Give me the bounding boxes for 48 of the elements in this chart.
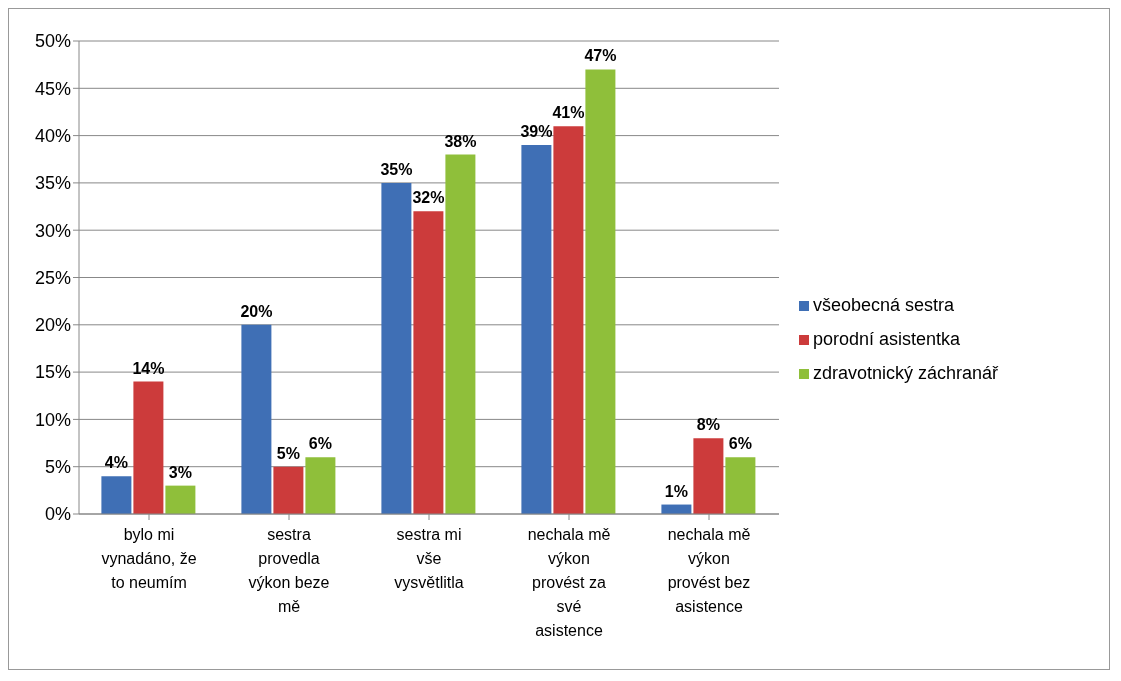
y-tick-label: 0% bbox=[44, 504, 71, 525]
data-label: 41% bbox=[552, 104, 585, 122]
data-label: 47% bbox=[584, 47, 617, 65]
data-label: 39% bbox=[520, 123, 553, 141]
bar bbox=[305, 457, 336, 514]
y-tick-label: 45% bbox=[34, 78, 71, 99]
data-label: 8% bbox=[696, 416, 720, 434]
bar bbox=[133, 381, 164, 514]
data-label: 5% bbox=[276, 444, 300, 462]
data-label: 32% bbox=[412, 189, 445, 207]
bar bbox=[553, 126, 584, 514]
legend-label: zdravotnický záchranář bbox=[813, 363, 999, 383]
legend-label: všeobecná sestra bbox=[813, 295, 955, 315]
data-label: 14% bbox=[132, 359, 165, 377]
bar bbox=[381, 182, 412, 514]
y-tick-label: 35% bbox=[34, 173, 71, 194]
x-tick-label: nechala mě výkon provést za své asistence bbox=[527, 526, 611, 639]
bar bbox=[165, 485, 196, 514]
data-label: 6% bbox=[728, 435, 752, 453]
legend-label: porodní asistentka bbox=[813, 329, 961, 349]
data-label: 38% bbox=[444, 132, 477, 150]
bar bbox=[585, 69, 616, 514]
y-tick-label: 20% bbox=[34, 315, 71, 336]
bar bbox=[521, 145, 552, 514]
x-tick-label: sestra provedla výkon beze mě bbox=[248, 526, 330, 615]
data-label: 3% bbox=[168, 463, 192, 481]
x-tick-label: bylo mi vynadáno, že to neumím bbox=[101, 526, 197, 591]
bar bbox=[241, 324, 272, 514]
bar bbox=[693, 438, 724, 514]
data-label: 20% bbox=[240, 302, 273, 320]
data-label: 6% bbox=[308, 435, 332, 453]
data-label: 35% bbox=[380, 160, 413, 178]
y-tick-label: 10% bbox=[34, 409, 71, 430]
bar bbox=[413, 211, 444, 514]
bar bbox=[445, 154, 476, 514]
x-tick-label: sestra mi vše vysvětlitla bbox=[394, 526, 464, 591]
y-tick-label: 15% bbox=[34, 362, 71, 383]
bar bbox=[101, 476, 132, 514]
bar bbox=[273, 466, 304, 514]
y-tick-label: 40% bbox=[34, 125, 71, 146]
y-tick-label: 25% bbox=[34, 267, 71, 288]
data-label: 4% bbox=[104, 454, 128, 472]
x-tick-label: nechala mě výkon provést bez asistence bbox=[667, 526, 751, 615]
y-tick-label: 50% bbox=[34, 31, 71, 52]
data-label: 1% bbox=[664, 482, 688, 500]
bar bbox=[725, 457, 756, 514]
y-tick-label: 5% bbox=[44, 457, 71, 478]
y-tick-label: 30% bbox=[34, 220, 71, 241]
